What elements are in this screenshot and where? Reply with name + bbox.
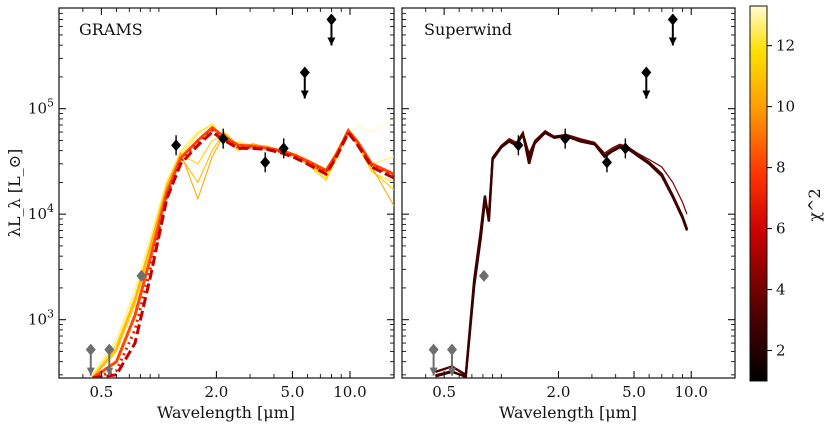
grams-model-04-line: [92, 127, 394, 377]
photometry-grey-1-marker: [478, 269, 489, 282]
superwind-model-03-line: [435, 131, 689, 378]
x-tick-label: 5.0: [281, 383, 305, 401]
superwind-model-02-line: [435, 130, 689, 377]
y-axis-label: λL_λ [L_⊙]: [5, 149, 24, 238]
x-tick-label: 2.0: [204, 383, 228, 401]
upper-limit-grey-1-arrow-head: [429, 367, 438, 376]
grams-x-axis-label: Wavelength [μm]: [157, 403, 295, 422]
superwind-panel-title: Superwind: [424, 20, 512, 39]
grams-axes-frame: [58, 7, 395, 379]
grams-model-09-line: [92, 129, 394, 378]
upper-limit-black-1-marker: [299, 66, 310, 79]
x-tick-label: 5.0: [622, 383, 646, 401]
y-tick-label: 103: [28, 308, 54, 329]
colorbar-tick-label: 2: [776, 342, 786, 360]
grams-model-01-line: [92, 118, 394, 376]
upper-limit-black-1-arrow-head: [300, 90, 309, 99]
superwind-ticks-group: 0.5 2.0 5.0 10.0: [401, 7, 735, 401]
upper-limit-black-2-marker: [326, 13, 337, 26]
grams-model-05-line: [92, 128, 394, 378]
superwind-model-01-line: [435, 129, 688, 378]
grams-panel-title: GRAMS: [79, 20, 143, 39]
colorbar-ticks-group: 2 4 6 8 10 12: [767, 37, 795, 360]
x-tick-label: 10.0: [675, 383, 708, 401]
upper-limit-grey-1-arrow-head: [86, 367, 95, 376]
colorbar-tick-label: 6: [776, 220, 786, 238]
y-tick-label: 104: [28, 202, 54, 223]
photometry-grey-1-marker: [136, 269, 147, 282]
upper-limit-grey-2-marker: [104, 343, 115, 356]
superwind-points-group: [428, 13, 678, 376]
x-tick-label: 0.5: [432, 383, 456, 401]
grams-ticks-group: 0.5 2.0 5.0 10.0 103 104 105: [28, 7, 394, 401]
x-tick-label: 0.5: [89, 383, 113, 401]
colorbar-tick-label: 12: [776, 37, 795, 55]
superwind-axes-frame: [401, 7, 736, 379]
superwind-panel: 0.5 2.0 5.0 10.0 Superwind Wavelength [μm]: [401, 7, 736, 422]
superwind-x-axis-label: Wavelength [μm]: [499, 403, 637, 422]
upper-limit-grey-1-marker: [85, 343, 96, 356]
colorbar-label: χ^2: [805, 188, 824, 221]
y-tick-label: 105: [28, 97, 54, 118]
upper-limit-black-2-arrow-head: [327, 37, 336, 46]
colorbar-gradient: [749, 5, 768, 382]
grams-model-02-line: [92, 125, 394, 376]
upper-limit-grey-2-arrow-head: [105, 367, 114, 376]
grams-model-03-line: [92, 122, 394, 378]
upper-limit-grey-2-marker: [446, 343, 457, 356]
grams-model-08-line: [92, 128, 394, 378]
upper-limit-grey-1-marker: [428, 343, 439, 356]
grams-panel: 0.5 2.0 5.0 10.0 103 104 105 GRAMS Wavelength …: [5, 7, 395, 422]
x-tick-label: 10.0: [333, 383, 366, 401]
grams-model-06-line: [92, 130, 394, 378]
colorbar-tick-label: 4: [776, 281, 786, 299]
chi2-colorbar: 2 4 6 8 10 12 χ^2: [749, 5, 824, 382]
upper-limit-black-2-marker: [667, 13, 678, 26]
upper-limit-black-1-arrow-head: [642, 90, 651, 99]
x-tick-label: 2.0: [547, 383, 571, 401]
colorbar-tick-label: 10: [776, 98, 795, 116]
grams-series-group: [91, 118, 394, 378]
grams-model-07-line: [91, 125, 394, 378]
upper-limit-black-1-marker: [641, 66, 652, 79]
upper-limit-black-2-arrow-head: [668, 37, 677, 46]
upper-limit-grey-2-arrow-head: [447, 367, 456, 376]
superwind-series-group: [435, 129, 689, 378]
grams-points-group: [85, 13, 337, 376]
colorbar-tick-label: 8: [776, 159, 786, 177]
